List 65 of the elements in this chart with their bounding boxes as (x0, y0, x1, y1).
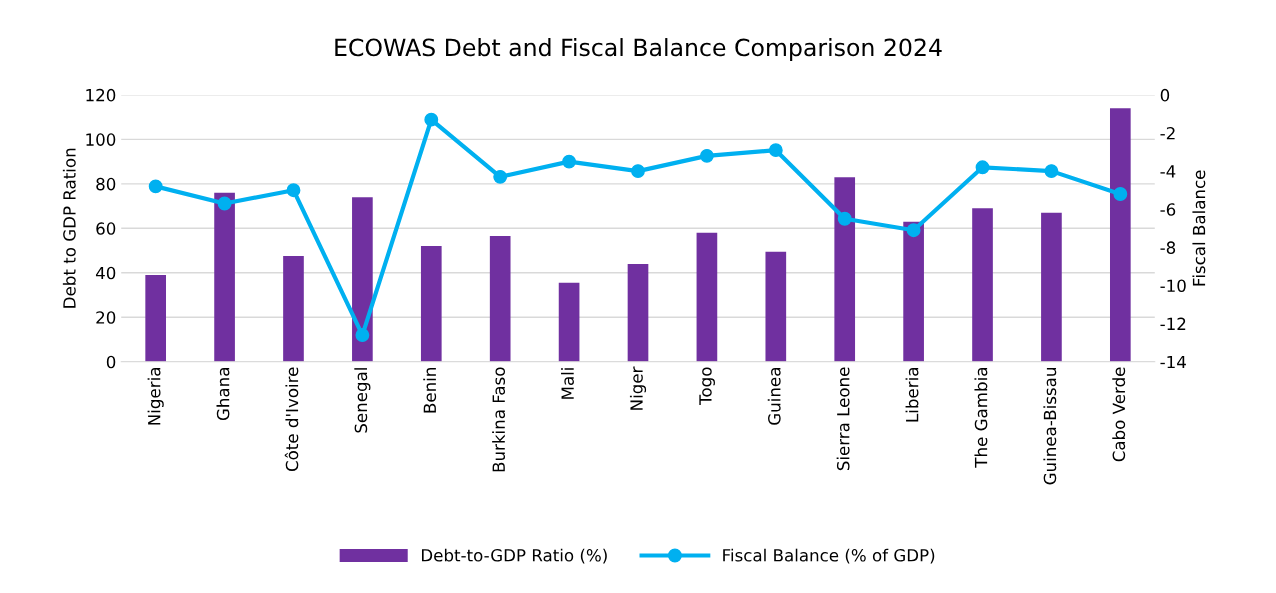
y-tick-label: 20 (96, 311, 116, 324)
point (493, 169, 508, 184)
point (355, 328, 370, 342)
x-tick-label: Ghana (216, 368, 230, 421)
y2-tick-label: 0 (1160, 88, 1170, 102)
bar (972, 208, 993, 362)
bar (627, 263, 649, 362)
point (631, 164, 645, 179)
bar (352, 197, 373, 362)
bar (1109, 108, 1131, 362)
bar (145, 275, 167, 362)
bar (420, 246, 442, 362)
x-tick-label: Nigeria (147, 368, 164, 425)
y-tick-label: 40 (95, 266, 116, 280)
x-tick-label: Guinea-Bissau (1043, 368, 1057, 485)
x-tick-label: Senegal (354, 368, 371, 433)
bar (489, 236, 511, 362)
y-tick-label: 80 (96, 177, 116, 191)
y-axis-title: Debt to GDP Ration (62, 148, 76, 308)
y2-tick-label: -14 (1160, 355, 1186, 369)
point (424, 112, 439, 127)
point (837, 211, 852, 226)
y-tick-label: 100 (86, 133, 116, 146)
x-tick-label: Côte d'Ivoire (284, 367, 299, 472)
bar (903, 221, 924, 362)
x-tick-label: Niger (629, 366, 647, 410)
y2-tick-label: -2 (1160, 126, 1175, 140)
x-tick-label: Cabo Verde (1112, 367, 1126, 462)
point (768, 143, 783, 158)
x-tick-label: Benin (423, 368, 437, 413)
x-tick-label: Togo (699, 367, 715, 405)
y2-tick-label: -6 (1160, 203, 1176, 216)
x-tick-label: Liberia (905, 368, 919, 422)
bar (214, 192, 235, 362)
y2-axis-title: Fiscal Balance (1192, 170, 1206, 286)
legend-label: Fiscal Balance (% of GDP) (723, 548, 935, 564)
y2-tick-label: -4 (1160, 165, 1176, 178)
point (217, 196, 232, 211)
x-tick-label: Mali (561, 368, 574, 399)
bar (765, 251, 787, 362)
point (1113, 187, 1128, 201)
y2-tick-label: -8 (1160, 241, 1176, 254)
y2-tick-label: -12 (1160, 317, 1186, 330)
point (148, 179, 163, 194)
point (1044, 164, 1059, 179)
x-tick-label: Burkina Faso (492, 367, 506, 472)
legend-label: Debt-to-GDP Ratio (%) (421, 548, 607, 564)
bar (283, 256, 304, 362)
y-tick-label: 0 (106, 355, 116, 369)
chart-title: ECOWAS Debt and Fiscal Balance Comparison 2024 (335, 38, 942, 61)
x-tick-label: The Gambia (974, 368, 988, 468)
point (562, 154, 577, 169)
point (286, 183, 301, 198)
bar (834, 177, 856, 362)
x-tick-label: Sierra Leone (836, 367, 850, 471)
y-tick-label: 60 (96, 222, 116, 235)
point (975, 160, 990, 175)
bar (558, 282, 580, 362)
point (906, 223, 921, 238)
bar (696, 232, 718, 362)
y2-tick-label: -10 (1160, 279, 1186, 293)
bar (1041, 212, 1062, 362)
point (699, 148, 714, 163)
x-tick-label: Guinea (767, 368, 781, 425)
y-tick-label: 120 (86, 88, 116, 102)
